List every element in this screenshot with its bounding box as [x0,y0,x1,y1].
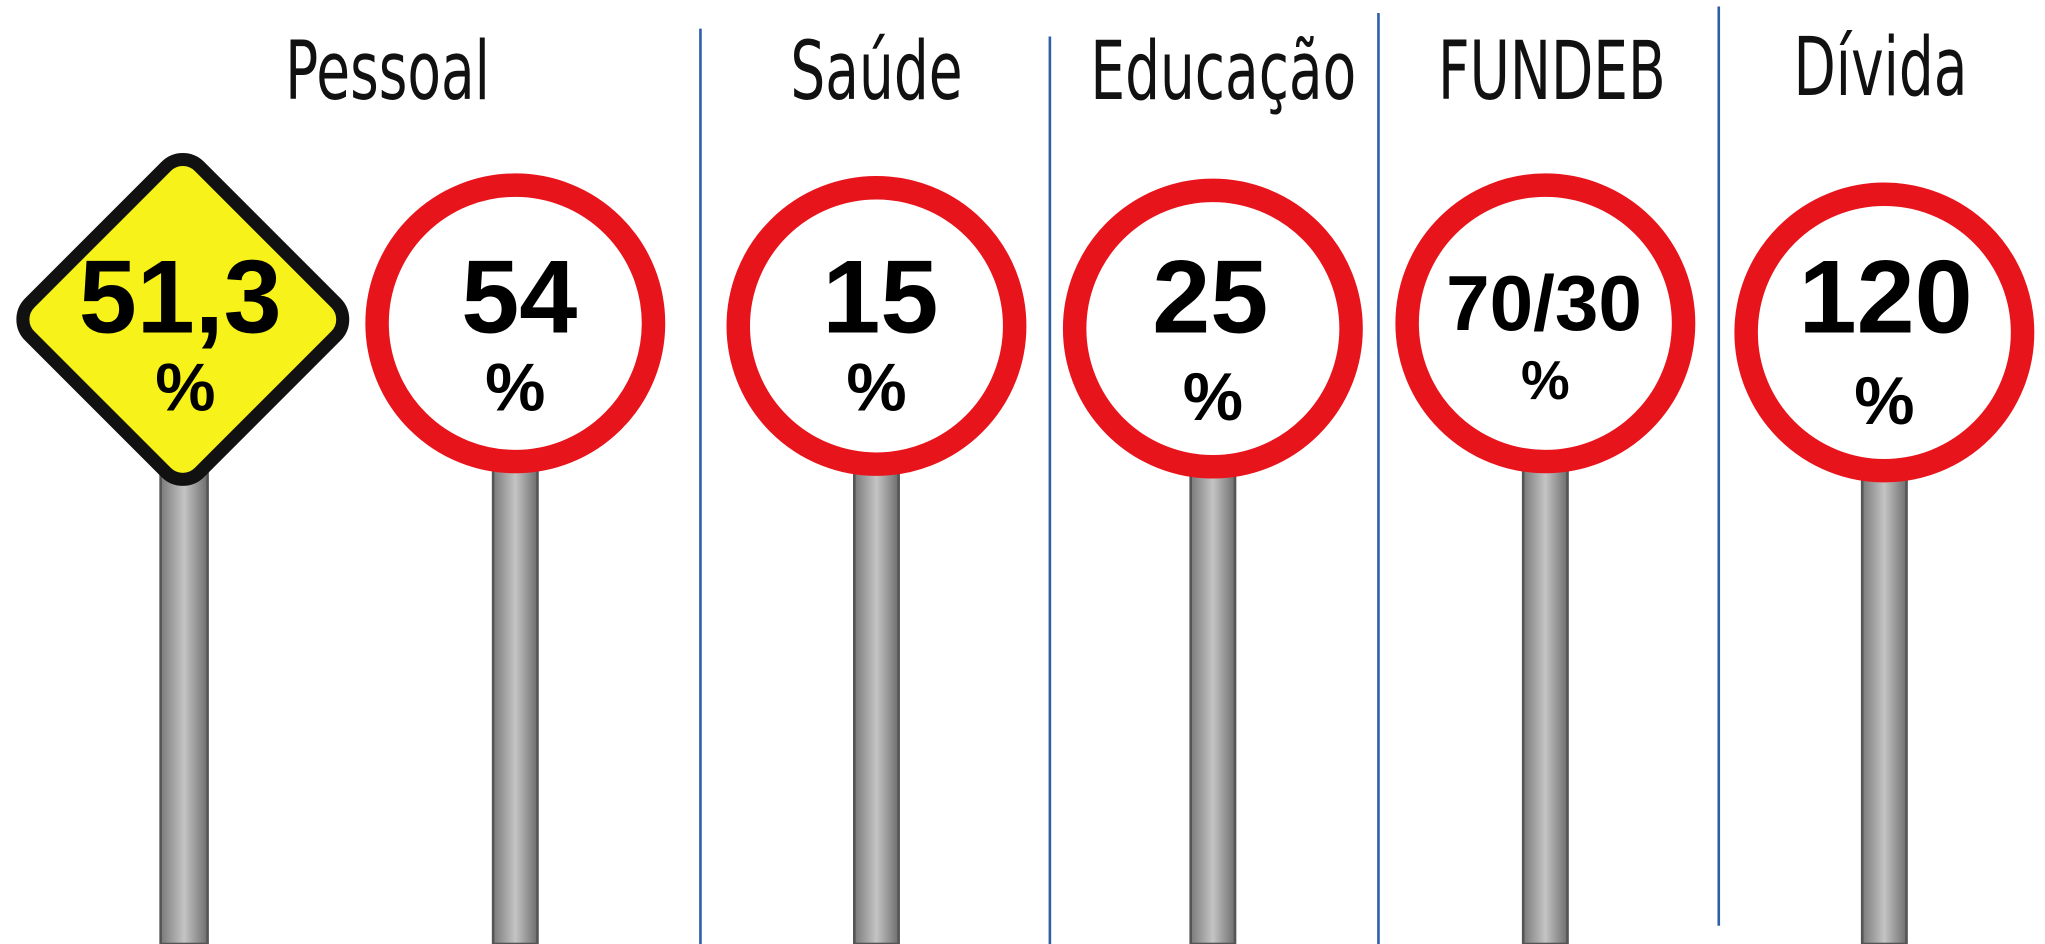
section-title: Pessoal [285,25,490,119]
sign-value: 51,3 [79,239,282,355]
sign-unit: % [485,351,545,426]
sign-unit: % [1854,364,1914,439]
pole [1521,455,1569,944]
section-title: FUNDEB [1438,25,1666,119]
diamond-sign [16,153,350,486]
sign-value: 120 [1799,239,1973,355]
section-title: Dívida [1793,22,1967,116]
sign-unit: % [846,351,906,426]
sign-unit: % [155,351,215,426]
circle-sign [1062,178,1363,479]
titles: Pessoal Saúde Educação FUNDEB Dívida [285,22,1967,119]
sign-unit: % [1521,349,1570,411]
poles [159,455,1908,944]
sign-value: 25 [1152,239,1268,355]
section-title: Educação [1090,25,1356,119]
circle-sign [726,176,1027,476]
section-title: Saúde [790,25,962,119]
circle-sign [1734,182,2035,483]
sign-value: 70/30 [1446,259,1642,347]
pole [1189,455,1237,944]
circle-sign [1395,173,1696,474]
circle-sign [365,173,666,474]
pole [1860,455,1908,944]
pole [491,455,539,944]
sign-value: 54 [461,239,577,355]
signs: 51,3 % 54 % 15 % 25 % 70/30 % 120 % [16,153,2035,486]
pole [159,468,209,944]
separators [699,6,1721,944]
pole [852,455,900,944]
sign-unit: % [1183,360,1243,435]
sign-value: 15 [822,239,938,355]
